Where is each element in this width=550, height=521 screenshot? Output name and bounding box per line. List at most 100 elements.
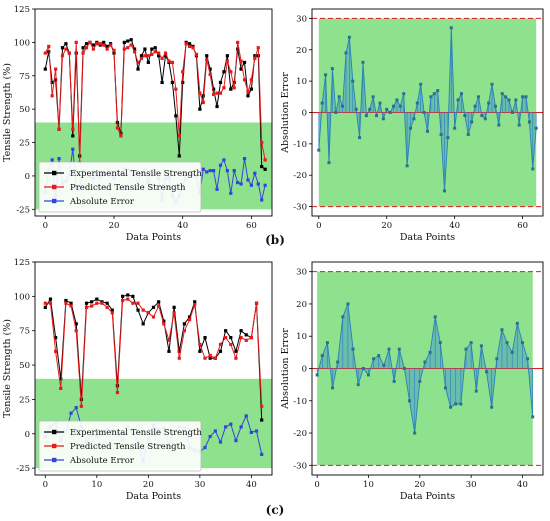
chart-c-right-residual-point (500, 328, 504, 332)
chart-b-left-series-2-point (229, 191, 233, 195)
chart-c-right-residual-point (485, 370, 489, 374)
chart-b-left-series-1-point (174, 87, 178, 91)
chart-c-right-residual-point (490, 405, 494, 409)
chart-b-left-series-2-point (253, 171, 257, 175)
chart-b-right-residual-point (466, 132, 470, 136)
chart-b-left-series-1-point (146, 54, 150, 58)
chart-b-left-legend-label: Absolute Error (69, 197, 135, 207)
chart-b-left-series-0-point (253, 54, 257, 58)
chart-b-left-y-tick-label: 0 (25, 172, 30, 182)
chart-b-left-series-1-point (139, 56, 144, 61)
chart-b-right-residual-point (398, 104, 402, 108)
chart-c-left-x-tick-label: 30 (194, 480, 205, 490)
chart-c-right-x-tick-label: 40 (517, 480, 528, 490)
chart-b-left-series-0-point (249, 87, 253, 91)
chart-c-left-series-0-point (208, 356, 212, 360)
chart-c-left-y-axis-label: Tensile Strength (%) (2, 319, 13, 418)
chart-c-left-series-1-point (141, 308, 145, 312)
chart-b-left-series-0-point (136, 67, 140, 71)
chart-c-left-legend-label: Experimental Tensile Strength (70, 428, 202, 438)
chart-c-left-series-1-point (105, 305, 109, 309)
chart-b-left-series-0-point (225, 54, 229, 58)
chart-b-right-residual-point (507, 98, 511, 102)
chart-b-right-y-tick-label: -30 (293, 203, 307, 213)
chart-b-left-series-0-point (139, 54, 144, 58)
chart-b-right-residual-point (324, 73, 328, 77)
chart-b-left-series-2-point (71, 147, 75, 151)
chart-b-right-y-tick-label: 20 (296, 46, 307, 56)
chart-b-left-series-0-point (157, 54, 161, 58)
chart-b-left-series-1-point (249, 78, 253, 82)
chart-c-right-residual-point (413, 431, 417, 435)
chart-b-left-y-tick-label: 25 (19, 139, 30, 149)
chart-b-left-series-2-point (260, 198, 264, 202)
chart-c-left-series-0-point (177, 349, 181, 353)
chart-b-right-residual-point (426, 129, 429, 133)
chart-c-right-residual-point (423, 360, 427, 364)
chart-b-right-residual-point (504, 95, 508, 99)
chart-b-left-series-0-point (126, 39, 130, 43)
chart-c-left-y-tick-label: 0 (25, 430, 30, 440)
chart-b-right-residual-point (422, 111, 426, 114)
chart-b-left-series-1-point (191, 46, 195, 50)
chart-b-right-residual-point (429, 95, 433, 99)
chart-b-left-series-2-point (208, 168, 212, 173)
chart-b-left-series-1-point (170, 60, 174, 65)
chart-c-left-series-1-point (234, 356, 238, 360)
chart-b-left-series-0-point (129, 38, 133, 42)
chart-c-left-y-tick-label: 50 (19, 361, 30, 371)
chart-b-right-residual-point (358, 136, 362, 140)
chart-b-left-series-1-point (236, 40, 240, 44)
chart-c-left-series-0-point (244, 333, 248, 337)
chart-c-left-series-0-point (182, 322, 187, 326)
chart-b-right-residual-point (473, 104, 477, 108)
chart-c-left-series-1-point (79, 404, 83, 408)
chart-b-left-series-0-point (201, 94, 205, 98)
chart-c-left-series-1-point (115, 390, 120, 395)
chart-b-right-residual-point (354, 107, 358, 111)
chart-c-left-series-1-point (157, 304, 161, 308)
chart-b-right-residual-point (351, 79, 355, 83)
chart-c-right-residual-point (495, 357, 499, 361)
chart-c-left-series-0-point (151, 305, 156, 309)
chart-b-right-residual-point (375, 114, 379, 118)
chart-b-left-series-0-point (229, 87, 233, 91)
chart-b-left-series-1-point (242, 78, 247, 82)
chart-b-right-residual-point (480, 114, 484, 118)
chart-b-right-residual-point (459, 92, 463, 96)
chart-b-left-series-1-point (136, 60, 140, 65)
chart-c-left-series-1-point (254, 301, 259, 305)
chart-b-left-series-0-point (102, 40, 106, 44)
chart-b-right-residual-point (330, 67, 334, 71)
chart-b-left-series-2-point (215, 187, 219, 191)
chart-b-left-series-2-point (212, 168, 216, 173)
chart-b-left-series-1-point (74, 40, 78, 44)
chart-c-right-x-tick-label: 20 (414, 480, 425, 490)
chart-b-left-y-tick-label: 125 (14, 5, 30, 15)
chart-c-right-y-axis-label: Absolution Error (280, 328, 291, 410)
chart-c-right-y-tick-label: -30 (293, 461, 307, 471)
chart-b-left-series-2-point (201, 167, 205, 171)
chart-c-left-series-0-point (234, 349, 238, 353)
chart-b-right-residual-point (527, 120, 531, 124)
chart-c-right-x-axis-label: Data Points (400, 491, 455, 502)
chart-c-left-x-tick-label: 20 (143, 480, 154, 490)
chart-c-left-series-0-point (131, 294, 135, 298)
chart-b-left-series-1-point (67, 51, 71, 55)
chart-b-left-y-tick-label: -25 (16, 205, 30, 215)
chart-b-right-x-tick-label: 0 (316, 221, 321, 231)
chart-b-left-series-0-point (198, 107, 202, 111)
chart-b-left-series-1-point (157, 51, 161, 55)
chart-c-left-series-1-point (64, 301, 68, 305)
chart-b-right-residual-point (524, 95, 528, 99)
chart-b-left-series-2-point (222, 158, 226, 162)
chart-b-left-series-0-point (263, 167, 267, 171)
chart-c-left-series-2-point (213, 429, 217, 433)
chart-c-left-series-0-point (69, 301, 73, 305)
chart-b-left-series-1-point (218, 91, 223, 95)
chart-c-right-residual-point (531, 415, 535, 419)
chart-c-left-series-0-point (136, 308, 140, 312)
chart-b-left-series-0-point (54, 78, 58, 82)
chart-c-left-series-2-point (239, 425, 243, 429)
chart-b-right-residual-point (364, 114, 368, 118)
